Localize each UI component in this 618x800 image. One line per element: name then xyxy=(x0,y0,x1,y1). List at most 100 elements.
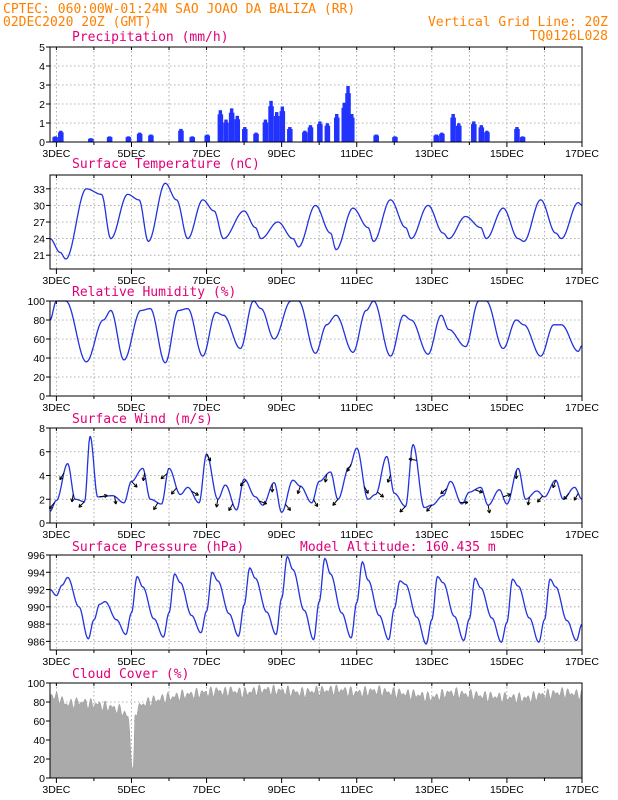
model-altitude-annotation: Model Altitude: 160.435 m xyxy=(300,540,496,555)
humidity-series-line xyxy=(49,300,583,364)
wind-vector-arrow xyxy=(258,500,268,505)
precip-bar xyxy=(265,122,269,142)
precip-bar xyxy=(192,137,195,142)
wind-xtick-label: 11DEC xyxy=(340,529,373,541)
precip-bar xyxy=(91,138,94,142)
wind-xtick-label: 3DEC xyxy=(42,529,70,541)
temp-xtick-label: 9DEC xyxy=(268,275,296,287)
humidity-xtick-label: 13DEC xyxy=(415,402,449,414)
cloud-frame xyxy=(49,682,583,779)
precip-bar xyxy=(226,122,229,142)
humidity-title: Relative Humidity (%) xyxy=(72,285,236,300)
wind-vector-arrow xyxy=(573,493,579,501)
cloud-ytick-label: 80 xyxy=(33,697,45,709)
wind-vector-arrow xyxy=(346,464,352,472)
wind-ytick-label: 2 xyxy=(39,494,45,506)
wind-vector-arrow xyxy=(474,489,483,494)
temp-ytick-label: 30 xyxy=(33,200,45,212)
precip-bar xyxy=(320,124,323,142)
pressure-xtick-label: 3DEC xyxy=(42,656,70,668)
precip-xtick-label: 17DEC xyxy=(565,148,599,160)
cloud-xtick-label: 11DEC xyxy=(340,784,373,796)
precip-bar xyxy=(245,128,248,142)
precip-xtick-label: 9DEC xyxy=(268,148,296,160)
precip-bar xyxy=(256,133,259,142)
pressure-xtick-label: 15DEC xyxy=(490,656,524,668)
precip-ytick-label: 5 xyxy=(39,42,45,54)
humidity-xtick-label: 11DEC xyxy=(340,402,373,414)
header-grid-note: Vertical Grid Line: 20Z xyxy=(428,15,608,30)
wind-vector-arrow xyxy=(239,479,247,487)
precip-bar xyxy=(327,125,331,142)
cloud-ytick-label: 40 xyxy=(33,735,45,747)
humidity-xtick-label: 5DEC xyxy=(117,402,145,414)
wind-vector-arrow xyxy=(386,474,391,483)
temp-xtick-label: 5DEC xyxy=(117,275,145,287)
temp-xtick-label: 17DEC xyxy=(565,275,599,287)
precip-bar xyxy=(442,133,445,142)
humidity-xtick-label: 7DEC xyxy=(193,402,221,414)
precip-ytick-label: 1 xyxy=(39,118,45,130)
temp-title: Surface Temperature (nC) xyxy=(72,157,260,172)
precip-bar xyxy=(517,128,520,142)
pressure-ytick-label: 990 xyxy=(27,602,45,614)
humidity-ytick-label: 40 xyxy=(33,353,45,365)
temp-panel: 21 24 27 30 33 3DEC 5DEC 7DEC 9DEC 11DEC 13DEC 15DE… xyxy=(33,174,599,287)
temp-xtick-label: 7DEC xyxy=(193,275,221,287)
cloud-ytick-label: 60 xyxy=(33,716,45,728)
wind-vector-arrow xyxy=(131,481,138,488)
wind-xtick-label: 9DEC xyxy=(268,529,296,541)
wind-vector-arrow xyxy=(526,497,531,506)
temp-ytick-label: 24 xyxy=(33,234,45,246)
wind-vector-arrow xyxy=(323,474,328,483)
precip-bar xyxy=(151,135,154,142)
wind-vector-arrow xyxy=(551,480,557,489)
wind-xtick-label: 5DEC xyxy=(117,529,145,541)
precip-bar xyxy=(109,137,113,142)
pressure-ytick-label: 992 xyxy=(27,585,45,597)
wind-vector-arrow xyxy=(153,502,159,511)
wind-vector-arrow xyxy=(78,501,85,508)
wind-vector-arrow xyxy=(514,470,519,480)
wind-vector-arrow xyxy=(377,491,384,498)
pressure-xtick-label: 7DEC xyxy=(193,656,221,668)
precip-bar xyxy=(310,127,314,142)
humidity-xtick-label: 15DEC xyxy=(490,402,524,414)
precip-bar xyxy=(282,111,286,142)
precip-xtick-label: 15DEC xyxy=(490,148,524,160)
precip-bar xyxy=(181,130,184,142)
precip-title: Precipitation (mm/h) xyxy=(72,30,229,45)
precip-bar xyxy=(481,127,485,142)
humidity-ytick-label: 100 xyxy=(27,296,45,308)
wind-vector-arrow xyxy=(270,484,275,493)
wind-xtick-label: 15DEC xyxy=(490,529,524,541)
wind-ytick-label: 6 xyxy=(39,447,45,459)
wind-vector-arrow xyxy=(563,492,570,500)
cloud-xtick-label: 17DEC xyxy=(565,784,599,796)
wind-vector-arrow xyxy=(296,486,301,495)
cloud-ytick-label: 20 xyxy=(33,754,45,766)
wind-ytick-label: 0 xyxy=(39,518,45,530)
wind-vector-arrow xyxy=(59,472,65,481)
precip-bar xyxy=(474,124,477,142)
humidity-xtick-label: 17DEC xyxy=(565,402,599,414)
wind-vector-arrow xyxy=(486,505,492,514)
humidity-panel: 0 20 40 60 80 100 3DEC 5DEC 7DEC 9DEC 11DEC 13DEC 15… xyxy=(27,296,599,414)
precip-bar xyxy=(376,135,379,142)
pressure-ytick-label: 996 xyxy=(27,550,45,562)
wind-vector-arrow xyxy=(214,499,220,508)
wind-vector-arrow xyxy=(160,473,168,480)
humidity-xtick-label: 3DEC xyxy=(42,402,70,414)
precip-bar xyxy=(271,106,274,142)
humidity-ytick-label: 20 xyxy=(33,372,45,384)
precip-bar xyxy=(453,117,456,142)
precip-bar xyxy=(237,119,241,142)
temp-ytick-label: 27 xyxy=(33,217,45,229)
wind-vector-arrow xyxy=(426,504,433,512)
wind-vector-arrow xyxy=(313,499,319,508)
wind-vector-arrow xyxy=(285,503,292,511)
precip-bar xyxy=(337,117,340,142)
precip-bar xyxy=(277,115,280,142)
precip-xtick-label: 7DEC xyxy=(193,148,221,160)
